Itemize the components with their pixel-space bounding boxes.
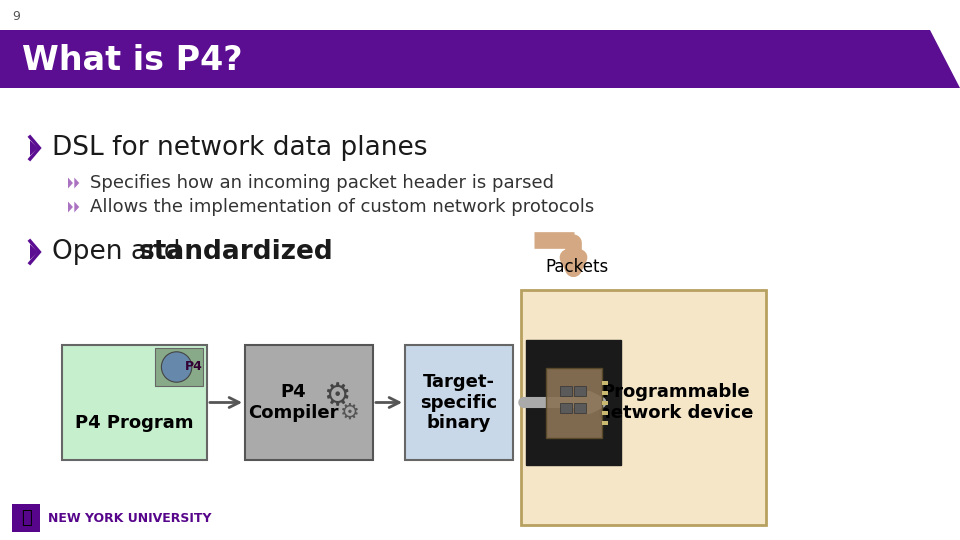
Polygon shape xyxy=(0,30,960,88)
Text: Allows the implementation of custom network protocols: Allows the implementation of custom netw… xyxy=(90,198,594,216)
Polygon shape xyxy=(68,178,73,188)
Text: standardized: standardized xyxy=(139,239,334,265)
FancyBboxPatch shape xyxy=(573,402,586,413)
Text: P4
Compiler: P4 Compiler xyxy=(249,383,339,422)
FancyBboxPatch shape xyxy=(602,401,608,404)
Polygon shape xyxy=(74,201,80,212)
Text: Specifies how an incoming packet header is parsed: Specifies how an incoming packet header … xyxy=(90,174,554,192)
FancyBboxPatch shape xyxy=(602,421,608,424)
Text: ⚙: ⚙ xyxy=(340,402,360,422)
Polygon shape xyxy=(30,140,37,156)
FancyBboxPatch shape xyxy=(560,402,571,413)
Polygon shape xyxy=(68,201,73,212)
Polygon shape xyxy=(30,244,37,260)
Text: NEW YORK UNIVERSITY: NEW YORK UNIVERSITY xyxy=(48,511,211,524)
Text: 9: 9 xyxy=(12,10,20,23)
FancyBboxPatch shape xyxy=(245,345,373,460)
FancyBboxPatch shape xyxy=(602,410,608,415)
Text: P4 Program: P4 Program xyxy=(75,414,194,431)
Circle shape xyxy=(161,352,192,382)
Text: Packets: Packets xyxy=(545,258,609,276)
Text: P4: P4 xyxy=(184,361,203,374)
FancyBboxPatch shape xyxy=(602,390,608,395)
FancyBboxPatch shape xyxy=(521,290,766,525)
Text: What is P4?: What is P4? xyxy=(22,44,243,77)
FancyBboxPatch shape xyxy=(62,345,207,460)
Text: DSL for network data planes: DSL for network data planes xyxy=(52,135,427,161)
FancyBboxPatch shape xyxy=(155,348,203,386)
FancyBboxPatch shape xyxy=(573,386,586,395)
FancyBboxPatch shape xyxy=(526,340,621,465)
FancyBboxPatch shape xyxy=(405,345,513,460)
Text: Open and: Open and xyxy=(52,239,189,265)
Text: 🔦: 🔦 xyxy=(20,509,32,527)
Text: Programmable
network device: Programmable network device xyxy=(598,383,754,422)
Polygon shape xyxy=(74,178,80,188)
Text: ⚙: ⚙ xyxy=(324,382,350,411)
FancyBboxPatch shape xyxy=(545,368,602,437)
Text: Target-
specific
binary: Target- specific binary xyxy=(420,373,497,433)
FancyBboxPatch shape xyxy=(602,381,608,384)
FancyBboxPatch shape xyxy=(560,386,571,395)
FancyBboxPatch shape xyxy=(12,504,40,532)
